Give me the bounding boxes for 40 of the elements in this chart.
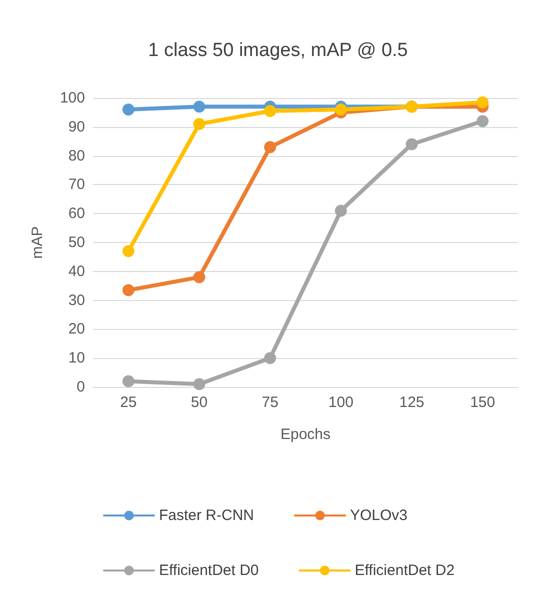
point	[122, 375, 134, 388]
x-tick-label: 25	[120, 394, 137, 411]
x-tick-label: 75	[262, 394, 278, 411]
legend-label: Faster R-CNN	[159, 507, 254, 524]
point	[122, 245, 134, 258]
x-tick-label: 100	[328, 394, 354, 411]
x-tick-label: 150	[470, 394, 496, 411]
point	[193, 118, 206, 130]
point	[264, 352, 276, 364]
y-tick-label: 80	[68, 147, 85, 164]
y-tick-label: 70	[68, 176, 85, 194]
y-tick-label: 30	[68, 292, 85, 309]
point	[264, 141, 276, 154]
chart-title: 1 class 50 images, mAP @ 0.5	[148, 40, 408, 61]
point	[476, 115, 489, 128]
y-tick-label: 10	[68, 350, 85, 367]
y-tick-label: 0	[76, 378, 85, 396]
point	[334, 204, 347, 217]
point	[193, 100, 206, 113]
point	[264, 105, 276, 117]
y-tick-label: 60	[68, 205, 85, 222]
y-tick-label: 20	[68, 320, 85, 338]
point	[334, 104, 347, 116]
legend-label: EfficientDet D0	[159, 562, 259, 579]
y-axis-title: mAP	[29, 226, 46, 259]
x-tick-label: 125	[399, 394, 424, 411]
point	[406, 138, 418, 150]
legend-label: YOLOv3	[350, 507, 408, 524]
y-tick-label: 90	[68, 118, 85, 136]
point	[476, 96, 489, 108]
y-tick-label: 50	[68, 234, 85, 251]
y-tick-label: 100	[60, 90, 85, 106]
y-tick-label: 40	[68, 262, 85, 280]
point	[122, 104, 134, 116]
point	[122, 284, 134, 296]
point	[193, 271, 206, 284]
point	[193, 378, 206, 390]
legend-label: EfficientDet D2	[354, 562, 455, 579]
x-axis-title: Epochs	[280, 426, 331, 443]
x-tick-label: 50	[190, 394, 208, 411]
